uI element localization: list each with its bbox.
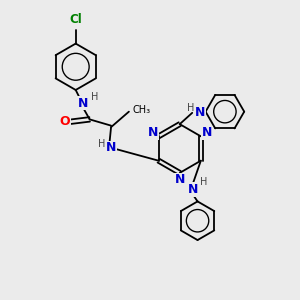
Text: N: N <box>78 97 88 110</box>
Text: N: N <box>195 106 206 119</box>
Text: N: N <box>148 126 158 140</box>
Text: O: O <box>60 115 70 128</box>
Text: N: N <box>202 126 212 140</box>
Text: Cl: Cl <box>69 13 82 26</box>
Text: N: N <box>188 183 198 196</box>
Text: H: H <box>98 139 105 149</box>
Text: H: H <box>91 92 98 102</box>
Text: H: H <box>187 103 194 113</box>
Text: H: H <box>200 177 207 187</box>
Text: N: N <box>175 173 185 186</box>
Text: N: N <box>106 141 116 154</box>
Text: CH₃: CH₃ <box>133 105 151 115</box>
